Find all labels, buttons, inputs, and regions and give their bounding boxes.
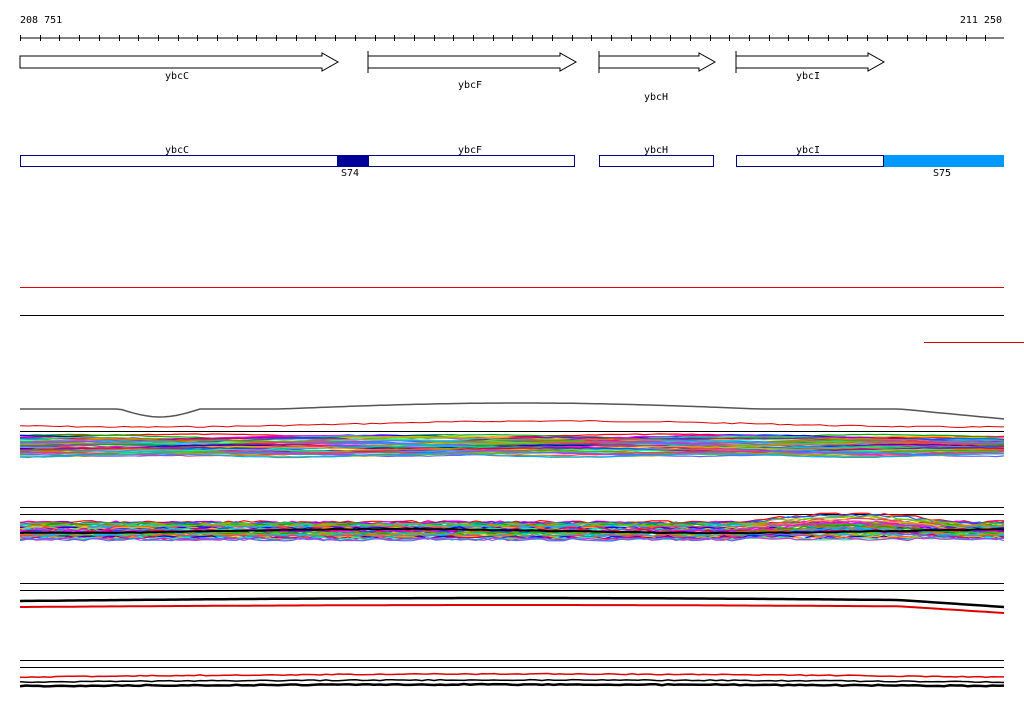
gene-label: ybcF [458, 80, 482, 91]
segment-label: S74 [341, 168, 359, 179]
signal-line [19, 513, 1005, 526]
gene-ybcI[interactable]: ybcI [735, 51, 886, 82]
gene-ybcC[interactable]: ybcC [19, 52, 340, 82]
coordinate-ruler [20, 35, 1004, 41]
signal-line [19, 678, 1005, 684]
transcript-track: ybcC S74 ybcF ybcH ybcI S75 [20, 145, 1004, 179]
transcript-ybcH[interactable]: ybcH [599, 145, 714, 167]
gene-ybcF[interactable]: ybcF [367, 51, 578, 91]
transcript-ybcI[interactable]: ybcI [736, 145, 884, 167]
signal-track-3 [19, 583, 1005, 614]
signal-line [20, 452, 1005, 458]
signal-line [19, 527, 1005, 535]
transcript-label: ybcF [458, 145, 482, 156]
coordinate-end: 211 250 [960, 15, 1002, 26]
ruler-ticks [20, 35, 986, 41]
segment-label: S75 [933, 168, 951, 179]
signal-track-1 [19, 402, 1005, 459]
segment-S74[interactable]: S74 [337, 155, 368, 179]
signal-line [20, 402, 1005, 420]
signal-line [20, 604, 1005, 614]
signal-line [19, 420, 1005, 428]
signal-line [19, 452, 1005, 459]
signal-line [19, 439, 1005, 445]
gene-track: ybcC ybcF ybcH ybcI [19, 51, 886, 103]
coordinate-start: 208 751 [20, 15, 62, 26]
signal-line [19, 450, 1005, 457]
gene-ybcH[interactable]: ybcH [598, 51, 717, 103]
segment-S75[interactable]: S75 [884, 155, 1004, 179]
signal-line [19, 596, 1005, 609]
gene-label: ybcC [165, 71, 189, 82]
transcript-ybcC[interactable]: ybcC [20, 145, 338, 167]
reference-lines [20, 287, 1024, 343]
transcript-ybcF[interactable]: ybcF [368, 145, 575, 167]
signal-line [19, 536, 1005, 541]
transcript-label: ybcC [165, 145, 189, 156]
signal-line [19, 672, 1004, 679]
gene-label: ybcH [644, 92, 668, 103]
signal-track-4 [19, 660, 1005, 688]
transcript-label: ybcI [796, 145, 820, 156]
signal-line [19, 682, 1005, 688]
gene-label: ybcI [796, 71, 820, 82]
signal-line [20, 433, 1005, 440]
signal-track-2 [19, 507, 1005, 542]
transcript-label: ybcH [644, 145, 668, 156]
